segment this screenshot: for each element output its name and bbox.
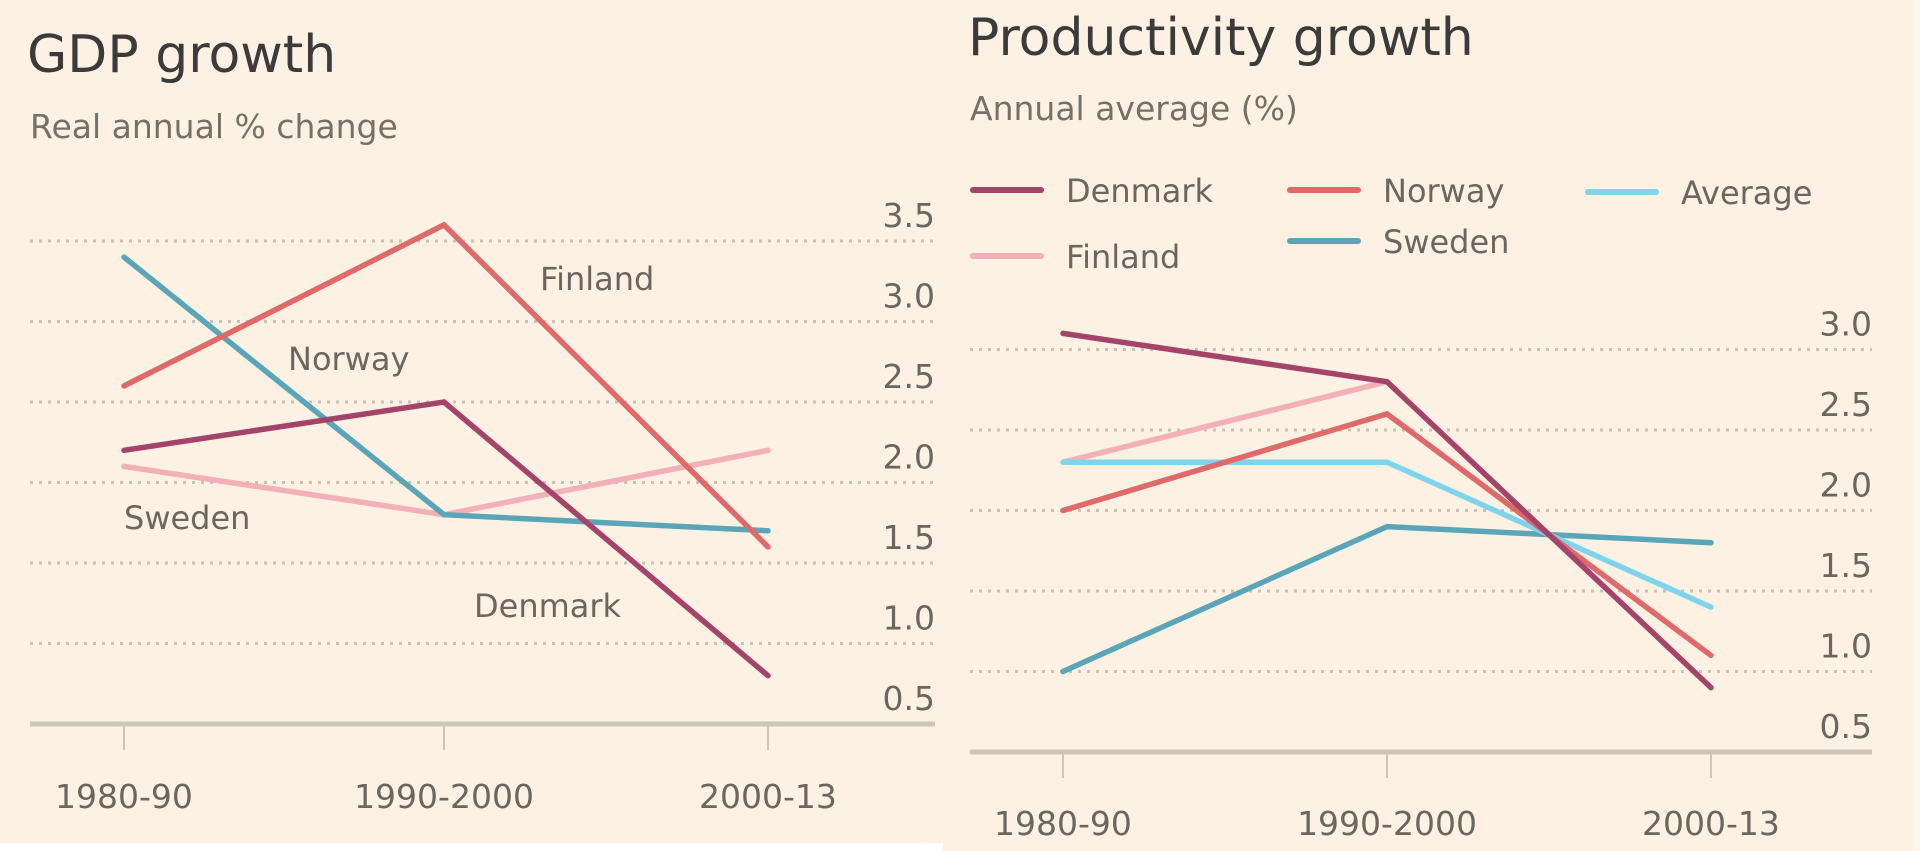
productivity-y-tick-label: 2.0 bbox=[1820, 466, 1872, 505]
legend-item-denmark: Denmark bbox=[970, 172, 1214, 210]
gdp-series-denmark bbox=[121, 399, 771, 679]
productivity-y-tick-label: 3.0 bbox=[1820, 305, 1872, 344]
gdp-x-tick-label: 1980-90 bbox=[55, 777, 193, 816]
legend-label-sweden: Sweden bbox=[1383, 223, 1509, 261]
bottom-white-strip bbox=[0, 843, 943, 851]
productivity-series-denmark bbox=[1060, 330, 1714, 691]
gdp-y-axis: 0.5 1.0 1.5 2.0 2.5 3.0 3.5 bbox=[883, 196, 935, 718]
gdp-x-tick-label: 1990-2000 bbox=[354, 777, 534, 816]
productivity-legend: Denmark Norway Average Finland Sweden bbox=[970, 172, 1812, 276]
legend-label-norway: Norway bbox=[1383, 172, 1504, 210]
productivity-series-lines bbox=[1060, 330, 1714, 691]
productivity-y-tick-label: 1.5 bbox=[1820, 546, 1872, 585]
gdp-label-norway: Norway bbox=[288, 340, 409, 378]
gdp-growth-chart: GDP growth Real annual % change 0.5 1.0 1.… bbox=[27, 25, 935, 816]
productivity-series-sweden bbox=[1060, 523, 1714, 675]
legend-item-average: Average bbox=[1585, 174, 1812, 212]
right-edge-strip bbox=[1913, 0, 1920, 851]
productivity-y-tick-label: 0.5 bbox=[1820, 707, 1872, 746]
legend-label-finland: Finland bbox=[1066, 238, 1180, 276]
productivity-gridlines bbox=[970, 348, 1872, 673]
gdp-x-axis: 1980-90 1990-2000 2000-13 bbox=[55, 724, 837, 816]
gdp-gridlines bbox=[30, 239, 935, 645]
gdp-y-tick-label: 2.0 bbox=[883, 438, 935, 477]
legend-item-sweden: Sweden bbox=[1287, 223, 1509, 261]
productivity-chart-subtitle: Annual average (%) bbox=[970, 89, 1298, 128]
productivity-series-norway bbox=[1060, 410, 1714, 659]
legend-item-norway: Norway bbox=[1287, 172, 1504, 210]
gdp-chart-title: GDP growth bbox=[27, 25, 336, 85]
gdp-y-tick-label: 1.0 bbox=[883, 599, 935, 638]
gdp-series-lines bbox=[121, 221, 771, 679]
legend-label-average: Average bbox=[1681, 174, 1812, 212]
gdp-series-sweden bbox=[121, 254, 771, 534]
productivity-x-axis: 1980-90 1990-2000 2000-13 bbox=[994, 752, 1780, 843]
gdp-y-tick-label: 2.5 bbox=[883, 357, 935, 396]
productivity-series-finland bbox=[1060, 378, 1714, 691]
legend-label-denmark: Denmark bbox=[1066, 172, 1214, 210]
productivity-x-tick-label: 2000-13 bbox=[1642, 804, 1780, 843]
gdp-chart-subtitle: Real annual % change bbox=[30, 107, 398, 146]
productivity-y-axis: 0.5 1.0 1.5 2.0 2.5 3.0 bbox=[1820, 305, 1872, 747]
productivity-chart-title: Productivity growth bbox=[968, 8, 1474, 68]
productivity-x-tick-label: 1990-2000 bbox=[1297, 804, 1477, 843]
productivity-y-tick-label: 1.0 bbox=[1820, 627, 1872, 666]
gdp-y-tick-label: 1.5 bbox=[883, 518, 935, 557]
gdp-x-tick-label: 2000-13 bbox=[699, 777, 837, 816]
gdp-label-denmark: Denmark bbox=[474, 587, 622, 625]
gdp-y-tick-label: 0.5 bbox=[883, 679, 935, 718]
productivity-series-average bbox=[1060, 459, 1714, 610]
gdp-y-tick-label: 3.0 bbox=[883, 277, 935, 316]
gdp-label-finland: Finland bbox=[540, 260, 654, 298]
gdp-label-sweden: Sweden bbox=[124, 499, 250, 537]
productivity-y-tick-label: 2.5 bbox=[1820, 385, 1872, 424]
legend-item-finland: Finland bbox=[970, 238, 1180, 276]
productivity-x-tick-label: 1980-90 bbox=[994, 804, 1132, 843]
gdp-y-tick-label: 3.5 bbox=[883, 196, 935, 235]
gdp-series-norway bbox=[121, 221, 771, 550]
productivity-growth-chart: Productivity growth Annual average (%) D… bbox=[968, 8, 1872, 843]
